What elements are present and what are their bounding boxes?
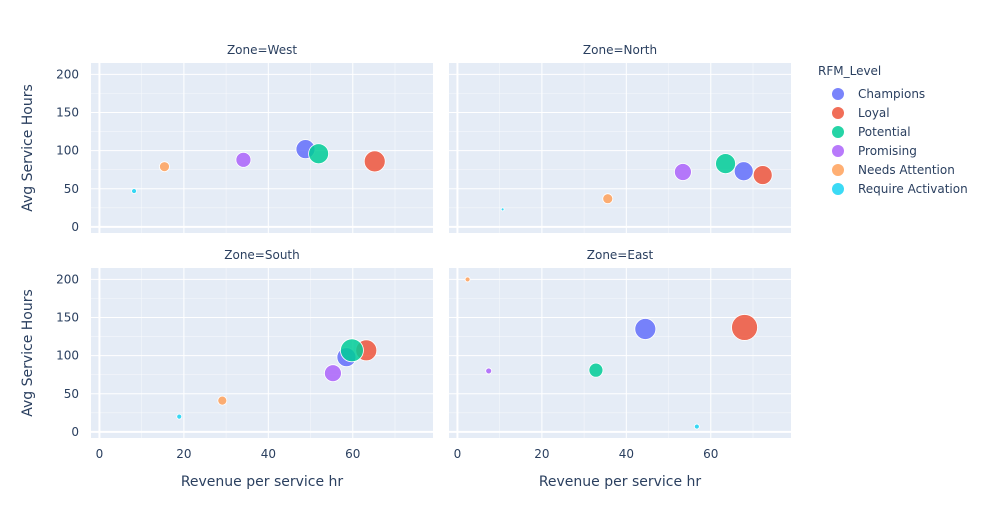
- facet-panel-west: Zone=West 0 50 100 150 200: [56, 43, 433, 234]
- legend-label: Needs Attention: [858, 162, 955, 177]
- facet-title: Zone=East: [587, 248, 654, 262]
- y-tick-label: 100: [56, 144, 79, 158]
- x-tick-label: 60: [345, 447, 360, 461]
- data-point-champions: [634, 318, 657, 340]
- facet-title: Zone=West: [227, 43, 297, 57]
- legend-item-potential[interactable]: Potential: [818, 122, 983, 141]
- legend-label: Loyal: [858, 105, 890, 120]
- y-tick-label: 200: [56, 272, 79, 286]
- y-tick-label: 0: [71, 425, 79, 439]
- data-point-potential: [308, 143, 329, 165]
- legend-item-loyal[interactable]: Loyal: [818, 103, 983, 122]
- y-tick-label: 200: [56, 67, 79, 81]
- data-point-loyal: [363, 150, 386, 173]
- x-tick-label: 20: [176, 447, 191, 461]
- plot-background: [449, 268, 791, 438]
- legend-label: Potential: [858, 124, 911, 139]
- data-point-promising: [235, 151, 252, 168]
- facet-panel-east: Zone=East 0 20 40 60: [449, 248, 791, 461]
- x-tick-label: 60: [703, 447, 718, 461]
- x-tick-label: 40: [619, 447, 634, 461]
- legend-label: Promising: [858, 143, 917, 158]
- legend-label: Require Activation: [858, 181, 968, 196]
- y-axis-title: Avg Service Hours: [20, 84, 36, 212]
- y-tick-label: 50: [64, 182, 79, 196]
- data-point-require-activation: [131, 188, 137, 194]
- legend-title: RFM_Level: [818, 64, 882, 78]
- x-axis-title: Revenue per service hr: [539, 474, 702, 490]
- data-point-promising: [674, 163, 692, 181]
- y-tick-label: 50: [64, 387, 79, 401]
- data-point-potential: [715, 153, 736, 175]
- y-axis-title: Avg Service Hours: [20, 289, 36, 417]
- data-point-needs-attention: [602, 193, 614, 205]
- legend-swatch: [832, 106, 844, 119]
- x-axis-title: Revenue per service hr: [181, 474, 344, 490]
- data-point-loyal: [731, 314, 758, 341]
- data-point-champions: [733, 161, 754, 182]
- data-point-require-activation: [693, 423, 700, 430]
- legend-item-require-activation[interactable]: Require Activation: [818, 179, 983, 198]
- legend-swatch: [832, 125, 844, 138]
- data-point-potential: [340, 338, 364, 363]
- x-tick-label: 40: [261, 447, 276, 461]
- data-point-needs-attention: [159, 161, 170, 173]
- legend-swatch: [832, 87, 844, 100]
- data-point-potential: [588, 362, 604, 378]
- data-point-needs-attention: [217, 395, 228, 406]
- y-tick-label: 150: [56, 311, 79, 325]
- y-tick-label: 100: [56, 349, 79, 363]
- facet-title: Zone=South: [224, 248, 299, 262]
- legend-item-needs-attention[interactable]: Needs Attention: [818, 160, 983, 179]
- facet-panels: Zone=West050100150200Zone=NorthZone=Sout…: [56, 43, 791, 461]
- x-tick-label: 0: [96, 447, 104, 461]
- facet-panel-south: Zone=South 0 50 100 150 200 0 20 40 60: [56, 248, 433, 461]
- facet-title: Zone=North: [583, 43, 657, 57]
- data-point-promising: [324, 364, 342, 383]
- data-point-require-activation: [500, 207, 505, 212]
- legend-swatch: [832, 144, 844, 157]
- data-point-loyal: [752, 165, 773, 185]
- legend-label: Champions: [858, 86, 926, 101]
- data-point-promising: [485, 367, 493, 375]
- legend: RFM_Level Champions Loyal Potential Promisi…: [818, 64, 983, 198]
- facet-panel-north: Zone=North: [449, 43, 791, 233]
- legend-swatch: [832, 163, 844, 176]
- x-tick-label: 20: [534, 447, 549, 461]
- legend-item-promising[interactable]: Promising: [818, 141, 983, 160]
- data-point-require-activation: [176, 413, 183, 420]
- legend-item-champions[interactable]: Champions: [818, 84, 983, 103]
- y-tick-label: 150: [56, 106, 79, 120]
- x-tick-label: 0: [454, 447, 462, 461]
- axis-titles: Revenue per service hr Revenue per servic…: [20, 84, 701, 490]
- legend-items: Champions Loyal Potential Promising Needs At…: [818, 84, 983, 198]
- plot-background: [91, 268, 433, 438]
- plot-background: [91, 63, 433, 233]
- y-tick-label: 0: [71, 220, 79, 234]
- data-point-needs-attention: [464, 276, 471, 283]
- legend-swatch: [832, 182, 844, 195]
- plot-background: [449, 63, 791, 233]
